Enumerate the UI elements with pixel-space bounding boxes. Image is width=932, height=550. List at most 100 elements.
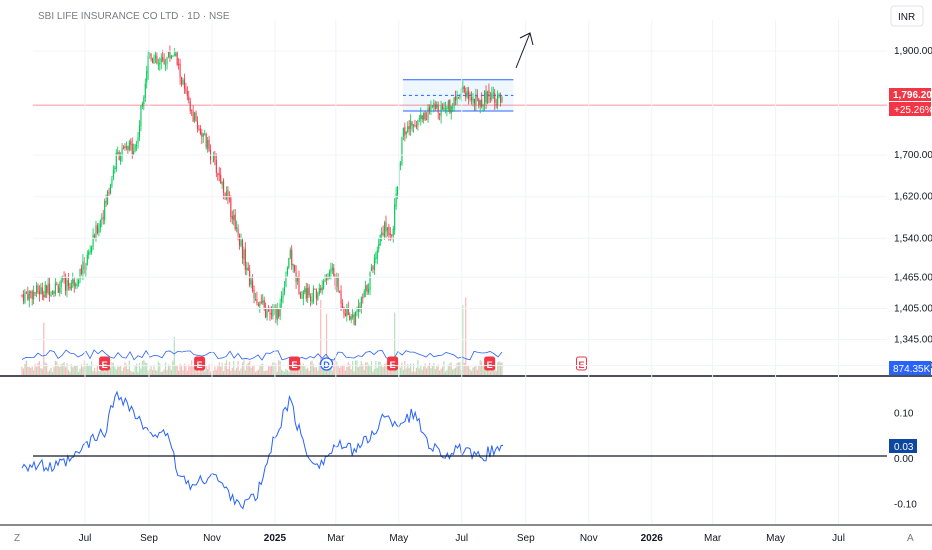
candle-body: [136, 144, 138, 147]
volume-bar: [324, 370, 326, 375]
candle-body: [269, 312, 271, 315]
earnings-marker[interactable]: E: [99, 356, 111, 371]
candle-body: [346, 307, 348, 316]
candle-body: [51, 290, 54, 294]
candle-body: [469, 98, 471, 100]
volume-bar: [47, 371, 49, 375]
candle-body: [476, 95, 478, 98]
volume-bar: [334, 360, 336, 375]
candle-body: [204, 133, 206, 135]
earnings-marker-future[interactable]: E: [576, 356, 588, 371]
candle-body: [485, 92, 487, 103]
dividend-marker[interactable]: D: [319, 357, 334, 371]
volume-bar: [27, 366, 29, 375]
volume-bar: [408, 367, 410, 375]
volume-bar: [418, 368, 420, 375]
indicator-value-label: 0.03: [894, 442, 914, 453]
candle-body: [188, 96, 190, 101]
candle-body: [378, 244, 380, 250]
earnings-marker[interactable]: E: [484, 356, 496, 371]
candle-body: [333, 267, 335, 276]
volume-bar: [231, 367, 233, 375]
volume-bar: [189, 366, 191, 375]
earnings-marker-shape: [289, 356, 301, 371]
candle-body: [205, 133, 207, 148]
volume-bar: [350, 369, 352, 375]
candle-body: [472, 98, 474, 102]
time-tick-label: Jul: [79, 533, 92, 544]
time-tick-label: Jul: [832, 533, 845, 544]
volume-bar: [420, 365, 422, 375]
volume-bar: [424, 363, 426, 375]
currency-button[interactable]: [890, 5, 924, 27]
candle-body: [111, 178, 113, 186]
volume-bar: [127, 369, 129, 375]
volume-bar: [259, 364, 261, 375]
projection-arrow[interactable]: [515, 32, 534, 69]
volume-bar: [225, 360, 228, 375]
auto-scale-button[interactable]: A: [907, 533, 914, 544]
volume-bar: [163, 369, 165, 375]
candle-body: [183, 79, 185, 89]
candle-body: [153, 58, 155, 64]
candle-body: [473, 98, 475, 104]
candle-body: [443, 107, 445, 111]
candle-body: [491, 93, 493, 99]
candle-body: [411, 122, 413, 126]
candle-body: [298, 275, 300, 294]
candle-body: [404, 127, 406, 136]
candle-body: [149, 53, 151, 57]
candle-body: [91, 246, 93, 253]
volume-bar: [354, 360, 357, 375]
earnings-marker[interactable]: E: [387, 356, 399, 371]
candle-body: [337, 277, 339, 292]
candle-body: [104, 200, 106, 220]
candle-body: [95, 225, 97, 238]
time-tick-label: Nov: [203, 533, 221, 544]
event-markers[interactable]: E E E E ED E: [99, 356, 588, 371]
volume-bar: [172, 360, 174, 375]
candle-body: [386, 227, 388, 231]
candle-body: [233, 215, 235, 220]
volume-bar: [98, 370, 100, 375]
volume-bar: [118, 366, 120, 375]
volume-bar: [170, 369, 172, 375]
candle-body: [339, 291, 341, 293]
candle-body: [78, 280, 80, 285]
candle-body: [423, 112, 425, 121]
volume-bar: [56, 361, 58, 375]
candle-body: [278, 309, 280, 317]
volume-bar: [399, 367, 402, 375]
candle-body: [375, 257, 377, 259]
volume-bar: [443, 361, 445, 375]
earnings-marker[interactable]: E: [194, 356, 206, 371]
volume-bar: [175, 365, 177, 375]
volume-bar: [164, 362, 167, 375]
earnings-marker[interactable]: E: [289, 356, 301, 371]
dividend-marker-shape: [319, 357, 334, 371]
candle-body: [160, 58, 162, 63]
candle-body: [124, 146, 126, 149]
candle-body: [215, 159, 217, 173]
volume-bar: [309, 361, 312, 375]
candle-body: [433, 102, 435, 107]
candle-body: [431, 105, 433, 107]
volume-bar: [207, 369, 209, 375]
volume-bar: [48, 370, 51, 375]
candle-body: [299, 292, 301, 298]
earnings-marker-shape: [387, 356, 399, 371]
volume-bar: [124, 362, 126, 375]
candle-body: [363, 290, 365, 298]
volume-bar: [91, 360, 93, 375]
timezone-button[interactable]: Z: [14, 533, 20, 544]
price-tick-label: 1,540.00: [894, 233, 932, 244]
range-box-drawing[interactable]: [402, 79, 514, 112]
volume-bar: [497, 362, 499, 375]
volume-bar: [254, 371, 257, 375]
volume-bar: [265, 370, 267, 375]
volume-bar: [473, 366, 476, 375]
volume-bar: [46, 363, 48, 375]
candle-body: [415, 125, 417, 127]
volume-bar: [453, 368, 455, 375]
